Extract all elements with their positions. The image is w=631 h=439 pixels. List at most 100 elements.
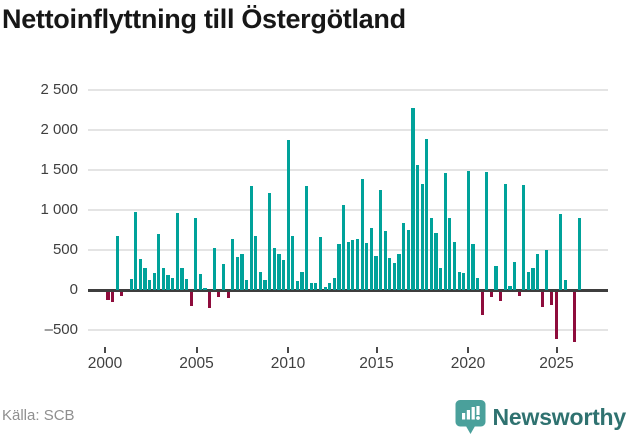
- bar: [480, 291, 484, 315]
- bar: [305, 186, 309, 290]
- gridline: [88, 89, 608, 91]
- y-axis-label: 2 000: [40, 121, 78, 138]
- bar: [392, 263, 397, 290]
- x-axis-label: 2000: [87, 355, 123, 372]
- bar: [494, 265, 498, 290]
- gridline: [88, 129, 608, 131]
- x-axis-tick: [195, 347, 198, 353]
- bar: [175, 213, 179, 290]
- bar: [369, 227, 373, 290]
- bar: [171, 277, 175, 290]
- bar: [245, 280, 249, 290]
- gridline: [88, 169, 608, 171]
- bar: [138, 259, 142, 290]
- x-axis-tick: [104, 347, 106, 353]
- bar: [545, 250, 549, 290]
- bar: [434, 232, 438, 290]
- bar: [559, 214, 563, 290]
- x-axis-label: 2010: [270, 355, 306, 372]
- bar: [402, 223, 406, 290]
- bar: [281, 260, 286, 290]
- bar: [540, 291, 544, 307]
- bar: [129, 278, 133, 290]
- bar: [240, 254, 244, 290]
- source-label: Källa: SCB: [2, 407, 75, 424]
- bar: [429, 218, 433, 290]
- bar: [152, 273, 156, 290]
- bar: [452, 241, 457, 290]
- bar: [549, 291, 554, 305]
- gridline: [88, 329, 608, 331]
- gridline: [88, 209, 608, 211]
- bar: [180, 268, 184, 290]
- bar: [277, 254, 281, 290]
- bar: [111, 291, 115, 302]
- bar: [235, 257, 239, 290]
- x-axis-tick: [287, 347, 289, 353]
- bar: [439, 268, 443, 290]
- bar: [365, 243, 369, 290]
- bar: [328, 282, 332, 290]
- bar: [231, 238, 235, 290]
- bar: [485, 172, 489, 290]
- bar: [406, 230, 410, 290]
- bar: [272, 247, 276, 290]
- y-axis-label: 1 000: [40, 201, 78, 218]
- bar: [378, 190, 383, 290]
- y-axis-label: 0: [69, 281, 78, 298]
- y-axis-label: 500: [52, 241, 78, 258]
- bar: [351, 240, 355, 290]
- newsworthy-logo[interactable]: Newsworthy: [455, 399, 626, 435]
- bar: [291, 236, 295, 290]
- bar: [508, 285, 512, 290]
- bar: [425, 138, 429, 290]
- bar: [166, 275, 170, 290]
- bar: [115, 235, 119, 290]
- bar: [397, 254, 401, 290]
- bar: [161, 268, 166, 290]
- bar: [471, 244, 475, 290]
- bar: [212, 247, 216, 290]
- bar: [448, 218, 452, 290]
- y-axis-label: 1 500: [40, 161, 78, 178]
- bar: [323, 286, 327, 290]
- bar: [249, 186, 253, 290]
- bar: [342, 205, 346, 290]
- x-axis-label: 2020: [450, 355, 486, 372]
- bar: [318, 237, 323, 290]
- bar: [203, 288, 207, 290]
- bar: [300, 272, 304, 290]
- bar: [134, 211, 138, 290]
- bar: [314, 283, 318, 290]
- bar: [198, 274, 202, 290]
- bar: [263, 280, 267, 290]
- bar: [258, 271, 263, 290]
- bar: [346, 242, 350, 290]
- bar: [415, 165, 420, 290]
- bar: [189, 291, 193, 306]
- bar: [360, 178, 364, 290]
- x-axis-tick: [555, 347, 558, 353]
- bar: [563, 280, 567, 290]
- bar: [573, 291, 577, 342]
- bar: [554, 291, 558, 340]
- bar: [466, 170, 470, 290]
- bar: [499, 291, 503, 301]
- y-axis-label: –500: [44, 321, 78, 338]
- bar: [120, 291, 124, 297]
- bar: [208, 291, 212, 308]
- bar: [443, 173, 447, 290]
- bar: [184, 279, 189, 290]
- zero-axis-line: [88, 288, 608, 292]
- bar: [337, 243, 341, 290]
- bar: [457, 271, 461, 290]
- newsworthy-bubble-chart-icon: [455, 400, 486, 434]
- bar: [254, 235, 258, 290]
- bar: [536, 254, 540, 290]
- bar: [355, 239, 360, 290]
- chart-title: Nettoinflyttning till Östergötland: [2, 4, 406, 34]
- bar: [268, 193, 272, 290]
- bar: [383, 231, 387, 290]
- bar: [411, 107, 415, 290]
- bar: [526, 271, 530, 290]
